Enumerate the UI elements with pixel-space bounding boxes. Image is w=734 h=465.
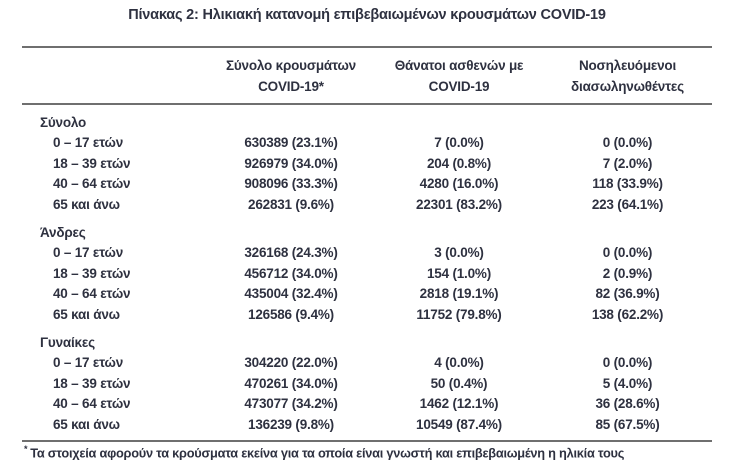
footnote-marker: * — [24, 444, 28, 454]
header-cell-total-cases: Σύνολο κρουσμάτων COVID-19* — [207, 55, 375, 97]
deaths-value: 3 (0.0%) — [434, 245, 484, 260]
header-intubated-line2: διασωληνωθέντες — [571, 78, 684, 94]
table-row: 18 – 39 ετών 926979 (34.0%) 204 (0.8%) 7… — [22, 154, 712, 175]
header-intubated-line1: Νοσηλευόμενοι — [578, 57, 677, 73]
deaths-value: 10549 (87.4%) — [416, 416, 502, 432]
table-row: 18 – 39 ετών 456712 (34.0%) 154 (1.0%) 2… — [22, 264, 712, 285]
table-header-row: Σύνολο κρουσμάτων COVID-19* Θάνατοι ασθε… — [22, 48, 712, 105]
age-label: 0 – 17 ετών — [53, 135, 124, 150]
intubated-value: 138 (62.2%) — [591, 306, 664, 322]
age-label: 18 – 39 ετών — [53, 155, 131, 171]
intubated-value: 7 (2.0%) — [602, 155, 653, 171]
cases-value: 126586 (9.4%) — [248, 306, 334, 322]
intubated-value: 2 (0.9%) — [602, 265, 653, 281]
deaths-value: 7 (0.0%) — [434, 135, 484, 150]
table-row: 0 – 17 ετών 326168 (24.3%) 3 (0.0%) 0 (0… — [22, 243, 712, 264]
intubated-value: 118 (33.9%) — [592, 176, 663, 191]
cases-value: 456712 (34.0%) — [244, 265, 338, 281]
cases-value: 926979 (34.0%) — [244, 155, 338, 171]
intubated-value: 0 (0.0%) — [602, 355, 653, 370]
table-row: 40 – 64 ετών 908096 (33.3%) 4280 (16.0%)… — [22, 174, 712, 195]
deaths-value: 22301 (83.2%) — [416, 196, 502, 212]
cases-value: 470261 (34.0%) — [244, 375, 338, 391]
cases-value: 262831 (9.6%) — [248, 196, 334, 212]
table-footnote: * Τα στοιχεία αφορούν τα κρούσματα εκείνα… — [24, 444, 714, 460]
table-row: 40 – 64 ετών 473077 (34.2%) 1462 (12.1%)… — [22, 394, 712, 415]
intubated-value: 223 (64.1%) — [591, 196, 664, 212]
age-label: 40 – 64 ετών — [53, 396, 131, 411]
age-label: 18 – 39 ετών — [53, 375, 131, 391]
deaths-value: 154 (1.0%) — [426, 265, 492, 281]
section-label-men: Άνδρες — [40, 225, 86, 240]
section-label-women: Γυναίκες — [40, 335, 95, 350]
section-label-total: Σύνολο — [40, 115, 87, 130]
table-title: Πίνακας 2: Ηλικιακή κατανομή επιβεβαιωμέ… — [128, 7, 606, 23]
table-row: 65 και άνω 136239 (9.8%) 10549 (87.4%) 8… — [22, 415, 712, 436]
intubated-value: 85 (67.5%) — [595, 416, 660, 432]
deaths-value: 204 (0.8%) — [426, 155, 492, 171]
deaths-value: 1462 (12.1%) — [419, 396, 499, 411]
cases-value: 435004 (32.4%) — [244, 286, 338, 301]
age-label: 0 – 17 ετών — [53, 245, 124, 260]
intubated-value: 0 (0.0%) — [602, 245, 653, 260]
deaths-value: 11752 (79.8%) — [416, 306, 502, 322]
covid-age-distribution-table: Σύνολο κρουσμάτων COVID-19* Θάνατοι ασθε… — [22, 46, 712, 442]
header-deaths-line2: COVID-19 — [428, 78, 490, 94]
cases-value: 326168 (24.3%) — [244, 245, 338, 260]
deaths-value: 50 (0.4%) — [430, 375, 488, 391]
table-row: 0 – 17 ετών 304220 (22.0%) 4 (0.0%) 0 (0… — [22, 353, 712, 374]
age-label: 65 και άνω — [53, 306, 120, 322]
intubated-value: 82 (36.9%) — [595, 286, 660, 301]
age-label: 18 – 39 ετών — [53, 265, 131, 281]
deaths-value: 4 (0.0%) — [434, 355, 484, 370]
table-row: 65 και άνω 262831 (9.6%) 22301 (83.2%) 2… — [22, 195, 712, 216]
deaths-value: 2818 (19.1%) — [419, 286, 499, 301]
table-row: 0 – 17 ετών 630389 (23.1%) 7 (0.0%) 0 (0… — [22, 133, 712, 154]
intubated-value: 5 (4.0%) — [602, 375, 653, 391]
table-body: Σύνολο 0 – 17 ετών 630389 (23.1%) 7 (0.0… — [22, 105, 712, 442]
cases-value: 473077 (34.2%) — [244, 396, 338, 411]
age-label: 40 – 64 ετών — [53, 176, 131, 191]
footnote-text: Τα στοιχεία αφορούν τα κρούσματα εκείνα … — [30, 445, 625, 461]
cases-value: 908096 (33.3%) — [244, 176, 338, 191]
header-cases-line1: Σύνολο κρουσμάτων — [226, 57, 356, 73]
header-cell-intubated: Νοσηλευόμενοι διασωληνωθέντες — [543, 55, 712, 97]
header-cell-deaths: Θάνατοι ασθενών με COVID-19 — [375, 55, 543, 97]
header-deaths-line1: Θάνατοι ασθενών με — [394, 57, 524, 73]
intubated-value: 36 (28.6%) — [595, 396, 660, 411]
header-cases-line2: COVID-19* — [258, 78, 324, 94]
age-label: 0 – 17 ετών — [53, 355, 124, 370]
table-row: 18 – 39 ετών 470261 (34.0%) 50 (0.4%) 5 … — [22, 374, 712, 395]
age-label: 65 και άνω — [53, 416, 120, 432]
intubated-value: 0 (0.0%) — [602, 135, 653, 150]
deaths-value: 4280 (16.0%) — [419, 176, 499, 191]
cases-value: 136239 (9.8%) — [248, 416, 334, 432]
age-label: 65 και άνω — [53, 196, 120, 212]
age-label: 40 – 64 ετών — [53, 286, 131, 301]
cases-value: 630389 (23.1%) — [244, 135, 338, 150]
table-row: 65 και άνω 126586 (9.4%) 11752 (79.8%) 1… — [22, 305, 712, 326]
cases-value: 304220 (22.0%) — [244, 355, 338, 370]
table-row: 40 – 64 ετών 435004 (32.4%) 2818 (19.1%)… — [22, 284, 712, 305]
